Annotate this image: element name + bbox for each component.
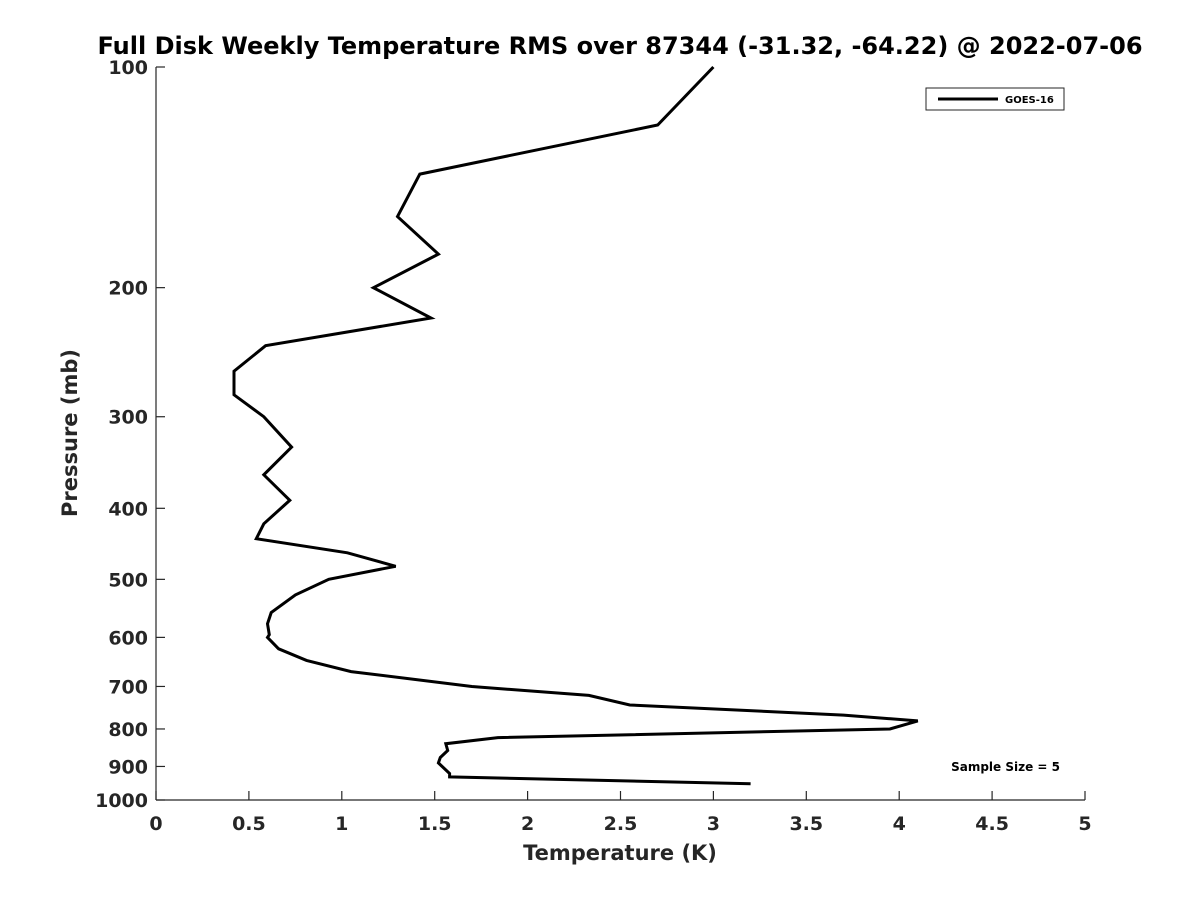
x-tick-label: 1.5	[418, 813, 452, 835]
x-tick-label: 0.5	[232, 813, 266, 835]
y-tick-label: 1000	[95, 790, 148, 812]
y-tick-label: 400	[108, 498, 148, 520]
y-tick-label: 300	[108, 407, 148, 429]
y-tick-label: 700	[108, 676, 148, 698]
chart-title: Full Disk Weekly Temperature RMS over 87…	[97, 32, 1142, 60]
x-axis-label: Temperature (K)	[523, 841, 717, 865]
x-tick-label: 3.5	[789, 813, 823, 835]
x-tick-label: 4	[893, 813, 906, 835]
legend: GOES-16	[925, 87, 1065, 111]
y-tick-label: 800	[108, 719, 148, 741]
series-layer	[232, 65, 919, 786]
x-tick-label: 5	[1078, 813, 1091, 835]
series-line-goes-16	[232, 65, 919, 786]
x-tick-label: 2	[521, 813, 534, 835]
x-tick-label: 0	[149, 813, 162, 835]
legend-entry-goes-16: GOES-16	[1005, 95, 1054, 106]
x-tick-label: 2.5	[604, 813, 638, 835]
y-axis-label: Pressure (mb)	[58, 349, 82, 517]
y-tick-label: 200	[108, 278, 148, 300]
x-tick-label: 3	[707, 813, 720, 835]
x-tick-label: 4.5	[975, 813, 1009, 835]
y-tick-label: 500	[108, 569, 148, 591]
y-tick-label: 100	[108, 57, 148, 79]
sample-size-annotation: Sample Size = 5	[951, 760, 1060, 774]
x-tick-label: 1	[335, 813, 348, 835]
plot-axes: 0 0.5 1 1.5 2 2.5 3 3.5 4 4.5 5 100 200 300 400 500 600 7…	[95, 57, 1092, 835]
y-tick-label: 900	[108, 756, 148, 778]
y-tick-label: 600	[108, 627, 148, 649]
